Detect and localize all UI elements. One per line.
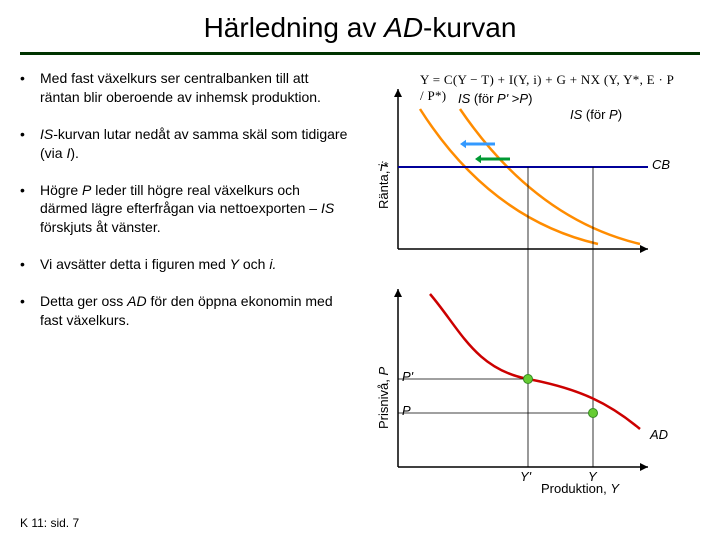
chart-label: IS (för P) <box>570 107 622 122</box>
content-row: •Med fast växelkurs ser centralbanken ti… <box>20 69 700 489</box>
chart-svg <box>360 69 690 489</box>
lower-y-label: Prisnivå, P <box>376 367 391 429</box>
chart-label: i* <box>380 159 388 174</box>
bullet-text: Med fast växelkurs ser centralbanken til… <box>40 69 350 107</box>
bullet-text: IS-kurvan lutar nedåt av samma skäl som … <box>40 125 350 163</box>
bullet-item: •Högre P leder till högre real växelkurs… <box>20 181 350 238</box>
slide-title: Härledning av AD-kurvan <box>20 12 700 44</box>
bullet-item: •Detta ger oss AD för den öppna ekonomin… <box>20 292 350 330</box>
title-suffix: -kurvan <box>423 12 516 43</box>
slide-root: Härledning av AD-kurvan •Med fast växelk… <box>0 0 720 540</box>
chart-label: P <box>402 403 411 418</box>
chart: Ränta, iPrisnivå, PY = C(Y − T) + I(Y, i… <box>360 69 690 489</box>
bullet-dot: • <box>20 255 40 274</box>
bullet-text: Vi avsätter detta i figuren med Y och i. <box>40 255 350 274</box>
title-prefix: Härledning av <box>204 12 385 43</box>
chart-container: Ränta, iPrisnivå, PY = C(Y − T) + I(Y, i… <box>360 69 700 489</box>
chart-label: P' <box>402 369 413 384</box>
bullet-item: •Vi avsätter detta i figuren med Y och i… <box>20 255 350 274</box>
bullet-item: •Med fast växelkurs ser centralbanken ti… <box>20 69 350 107</box>
bullet-dot: • <box>20 69 40 107</box>
bullet-dot: • <box>20 292 40 330</box>
bullet-list: •Med fast växelkurs ser centralbanken ti… <box>20 69 350 330</box>
bullet-item: •IS-kurvan lutar nedåt av samma skäl som… <box>20 125 350 163</box>
x-axis-label: Produktion, Y <box>480 481 680 496</box>
chart-label: IS (för P' >P) <box>458 91 532 106</box>
chart-label: CB <box>652 157 670 172</box>
chart-label: AD <box>650 427 668 442</box>
title-divider <box>20 52 700 55</box>
footer-text: K 11: sid. 7 <box>20 516 79 530</box>
title-italic: AD <box>384 12 423 43</box>
bullet-dot: • <box>20 181 40 238</box>
bullet-dot: • <box>20 125 40 163</box>
bullet-text: Högre P leder till högre real växelkurs … <box>40 181 350 238</box>
bullet-text: Detta ger oss AD för den öppna ekonomin … <box>40 292 350 330</box>
bullet-list-container: •Med fast växelkurs ser centralbanken ti… <box>20 69 360 489</box>
